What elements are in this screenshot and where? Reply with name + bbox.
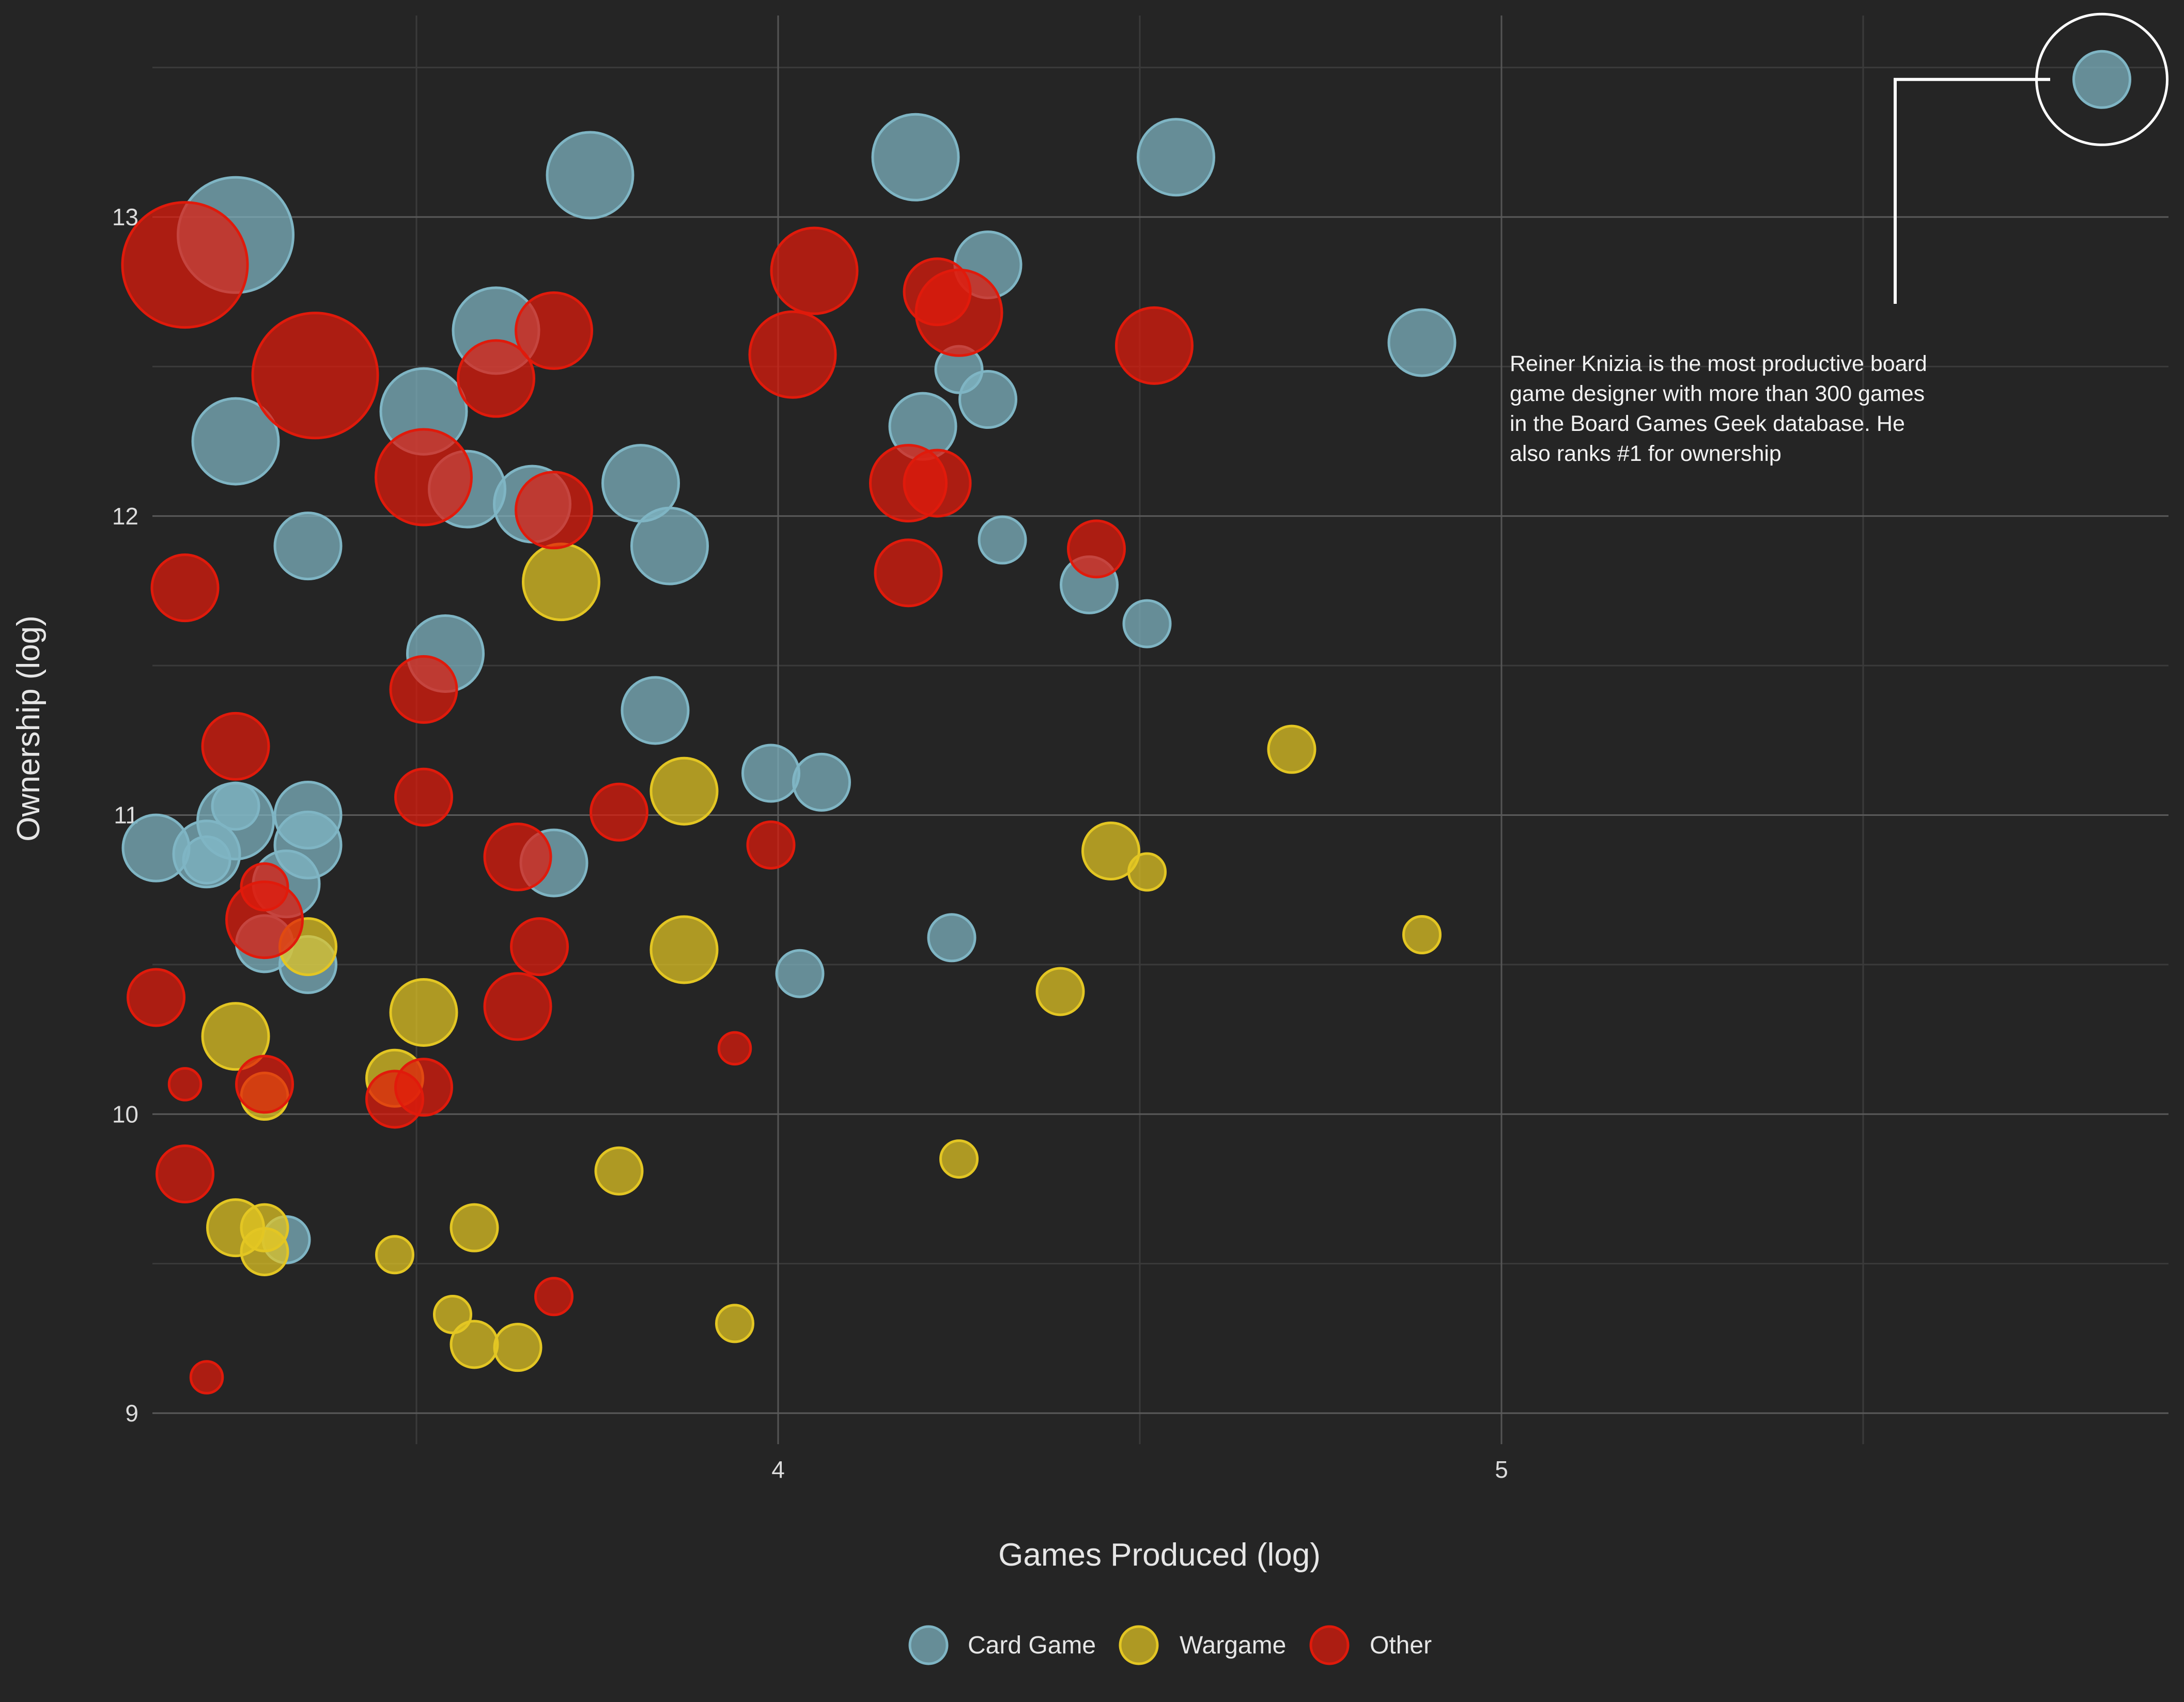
data-point: [1127, 852, 1167, 892]
data-point: [375, 1235, 414, 1275]
data-point: [1067, 519, 1126, 579]
data-point: [748, 310, 837, 399]
data-point: [225, 880, 304, 960]
data-point: [594, 1146, 644, 1196]
data-point: [450, 1203, 499, 1252]
data-point: [515, 471, 593, 550]
data-point: [927, 913, 977, 963]
data-point: [1035, 967, 1085, 1016]
data-point: [235, 1055, 294, 1114]
data-point: [546, 131, 634, 220]
y-tick-label: 9: [125, 1400, 138, 1427]
data-point: [775, 949, 825, 998]
data-point: [534, 1277, 574, 1317]
data-point: [251, 312, 379, 440]
data-point: [939, 1139, 979, 1179]
x-tick-label: 4: [771, 1456, 785, 1483]
data-point: [450, 1320, 499, 1369]
data-point: [167, 1067, 203, 1102]
x-axis-title: Games Produced (log): [998, 1537, 1321, 1573]
data-point: [630, 506, 709, 585]
data-point: [741, 744, 800, 803]
legend-swatch: [1309, 1625, 1350, 1665]
data-point: [493, 1323, 543, 1372]
data-points: [121, 50, 2131, 1395]
data-point: [915, 268, 1003, 357]
y-tick-label: 12: [112, 503, 138, 530]
data-point: [191, 397, 280, 486]
data-point: [365, 1070, 424, 1129]
data-point: [2072, 50, 2131, 109]
data-point: [156, 1144, 214, 1203]
data-point: [121, 201, 249, 329]
data-point: [1387, 308, 1457, 377]
y-axis-title: Ownership (log): [11, 615, 47, 842]
data-point: [1115, 306, 1194, 385]
data-point: [792, 752, 851, 812]
legend-label: Other: [1370, 1632, 1432, 1659]
data-point: [457, 339, 535, 418]
callout-connector: [1894, 78, 2050, 304]
data-point: [649, 756, 719, 826]
annotation-line: in the Board Games Geek database. He: [1510, 411, 1905, 436]
data-point: [978, 515, 1027, 565]
data-point: [510, 917, 569, 977]
annotation-line: Reiner Knizia is the most productive boa…: [1510, 351, 1927, 376]
data-point: [375, 428, 473, 527]
legend: Card Game Wargame Other: [908, 1625, 1432, 1665]
y-tick-label: 13: [112, 204, 138, 230]
data-point: [127, 968, 185, 1027]
data-point: [717, 1031, 752, 1066]
data-point: [189, 1360, 224, 1395]
data-point: [903, 448, 972, 518]
annotation-text: Reiner Knizia is the most productive boa…: [1510, 351, 1927, 466]
data-point: [871, 113, 960, 202]
data-point: [1081, 821, 1140, 880]
annotation-line: also ranks #1 for ownership: [1510, 441, 1782, 466]
data-point: [715, 1304, 754, 1343]
data-point: [649, 915, 719, 984]
data-point: [1267, 724, 1316, 774]
data-point: [389, 655, 458, 724]
data-point: [182, 835, 231, 885]
data-point: [874, 538, 943, 608]
legend-label: Wargame: [1180, 1632, 1286, 1659]
data-point: [483, 972, 552, 1041]
data-point: [746, 820, 796, 870]
annotation-callout: Reiner Knizia is the most productive boa…: [1510, 12, 2168, 466]
x-tick-label: 5: [1495, 1456, 1508, 1483]
data-point: [483, 823, 552, 892]
data-point: [522, 543, 600, 622]
data-point: [770, 226, 859, 315]
data-point: [389, 978, 458, 1047]
data-point: [201, 711, 270, 781]
data-point: [515, 291, 593, 370]
data-point: [394, 767, 453, 827]
data-point: [240, 1227, 289, 1276]
data-point: [621, 676, 690, 745]
data-point: [958, 370, 1017, 429]
data-point: [1122, 599, 1172, 648]
data-point: [590, 782, 648, 842]
annotation-line: game designer with more than 300 games: [1510, 381, 1925, 406]
legend-swatch: [1119, 1625, 1159, 1665]
data-point: [201, 1002, 270, 1071]
legend-swatch: [908, 1625, 949, 1665]
data-point: [1402, 915, 1442, 954]
legend-label: Card Game: [968, 1632, 1096, 1659]
data-point: [273, 512, 343, 581]
y-tick-label: 10: [112, 1101, 138, 1127]
data-point: [150, 553, 220, 623]
data-point: [1137, 118, 1215, 197]
